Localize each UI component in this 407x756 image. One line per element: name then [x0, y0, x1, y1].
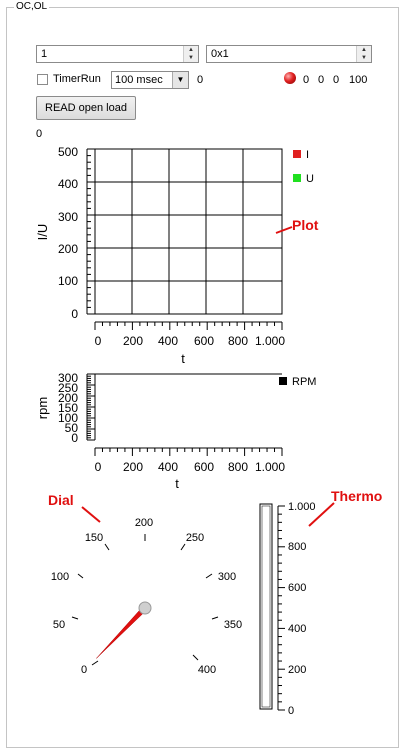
- plot1-xlabel: t: [181, 351, 185, 366]
- plot1-ytick: 300: [58, 210, 78, 224]
- legend-swatch-rpm: [279, 377, 287, 385]
- plot1-ytick: 500: [58, 145, 78, 159]
- interval-value: 100 msec: [115, 74, 163, 86]
- plot1-ytick: 100: [58, 274, 78, 288]
- dial-label: 400: [198, 664, 216, 676]
- thermo-tube: [259, 503, 273, 710]
- plot-annotation: Plot: [292, 217, 319, 233]
- plot2-ytick: 100: [58, 411, 78, 425]
- plot2-ytick: 200: [58, 391, 78, 405]
- legend-swatch-u: [293, 174, 301, 182]
- dial-label: 300: [218, 571, 236, 583]
- plot2-xtick: 1.000: [255, 460, 285, 474]
- plot2-xtick: 800: [228, 460, 248, 474]
- legend-swatch-i: [293, 150, 301, 158]
- plot2-ytick: 300: [58, 371, 78, 385]
- counter-value: 0: [197, 74, 204, 86]
- dial-hub: [138, 601, 152, 615]
- plot2-xlabel: t: [175, 476, 179, 491]
- address-spinbox-value: 0x1: [211, 48, 229, 60]
- thermo-annotation: Thermo: [331, 488, 383, 504]
- dial-label: 100: [51, 571, 69, 583]
- dial-label: 350: [224, 619, 242, 631]
- plot-iu: 500 400 300 200 100 0 I/U 0 200 400 600 …: [30, 140, 330, 370]
- small-value: 0: [36, 128, 43, 140]
- thermo-annotation-arrow: [308, 502, 335, 527]
- plot2-xtick: 600: [194, 460, 214, 474]
- dial-label: 200: [135, 517, 153, 529]
- plot1-ytick: 400: [58, 177, 78, 191]
- dial-label: 50: [53, 619, 65, 631]
- plot2-xtick: 400: [158, 460, 178, 474]
- status-value-1: 0: [303, 74, 310, 86]
- plot1-y-minor-ticks: [87, 148, 95, 315]
- dial-ticks: [71, 534, 219, 666]
- plot2-ytick: 50: [65, 421, 79, 435]
- plot-rpm: 300 250 200 150 100 50 0 rpm 0 200 400 6…: [35, 371, 316, 491]
- plot1-ytick: 0: [71, 307, 78, 321]
- plot1-xtick: 400: [158, 334, 178, 348]
- timer-run-checkbox[interactable]: [37, 74, 48, 85]
- status-value-3: 0: [333, 74, 340, 86]
- spin-down-icon[interactable]: ▼: [356, 54, 371, 62]
- thermo-minor-ticks: [278, 505, 285, 711]
- thermo-label: 400: [288, 623, 306, 635]
- plot1-ytick: 200: [58, 242, 78, 256]
- legend-label-i: I: [306, 149, 309, 161]
- plot1-xtick: 1.000: [255, 334, 285, 348]
- plot1-ylabel: I/U: [35, 224, 50, 241]
- dial-annotation-arrow: [81, 506, 101, 523]
- plot2-x-minor-ticks: [94, 448, 283, 456]
- thermo-inner: [261, 505, 271, 708]
- status-value-4: 100: [349, 74, 368, 86]
- plot2-y-minor-ticks: [87, 373, 95, 441]
- dial-label: 250: [186, 532, 204, 544]
- chevron-down-icon[interactable]: ▼: [172, 72, 188, 88]
- thermo-label: 1.000: [288, 501, 316, 513]
- dial-annotation: Dial: [48, 492, 74, 508]
- spin-down-icon[interactable]: ▼: [183, 54, 198, 62]
- thermo-label: 0: [288, 705, 294, 717]
- channel-spinbox-value: 1: [41, 48, 48, 60]
- status-led-icon: [284, 72, 296, 84]
- dial-needle: [96, 605, 148, 659]
- dial-label: 0: [81, 664, 87, 676]
- plot2-ylabel: rpm: [35, 397, 50, 419]
- address-spinbox[interactable]: 0x1 ▲ ▼: [206, 45, 372, 63]
- thermometer: 1.000 800 600 400 200 0: [259, 501, 316, 717]
- oc-ol-group: [6, 7, 399, 748]
- thermo-label: 200: [288, 664, 306, 676]
- legend-label-u: U: [306, 173, 314, 185]
- plot2-xtick: 200: [123, 460, 143, 474]
- plot1-x-minor-ticks: [94, 322, 283, 330]
- status-value-2: 0: [318, 74, 325, 86]
- thermo-label: 800: [288, 541, 306, 553]
- interval-combobox[interactable]: 100 msec ▼: [111, 71, 189, 89]
- plot2-ytick: 250: [58, 381, 78, 395]
- spin-up-icon[interactable]: ▲: [183, 46, 198, 54]
- dial-gauge: 0 50 100 150 200 250 300 350 400: [51, 517, 242, 676]
- plot2-ytick: 150: [58, 401, 78, 415]
- spin-up-icon[interactable]: ▲: [356, 46, 371, 54]
- plot2-xtick: 0: [95, 460, 102, 474]
- plot1-xtick: 800: [228, 334, 248, 348]
- group-title: OC,OL: [14, 1, 50, 12]
- plot1-xtick: 200: [123, 334, 143, 348]
- timer-run-label: TimerRun: [53, 73, 101, 85]
- plot-annotation-arrow: [275, 226, 293, 234]
- plot-grid: [95, 149, 282, 314]
- thermo-label: 600: [288, 582, 306, 594]
- legend-label-rpm: RPM: [292, 376, 316, 388]
- dial-label: 150: [85, 532, 103, 544]
- read-open-load-button[interactable]: READ open load: [36, 96, 136, 120]
- plot1-xtick: 0: [95, 334, 102, 348]
- channel-spinbox[interactable]: 1 ▲ ▼: [36, 45, 199, 63]
- plot2-ytick: 0: [71, 431, 78, 445]
- plot1-xtick: 600: [194, 334, 214, 348]
